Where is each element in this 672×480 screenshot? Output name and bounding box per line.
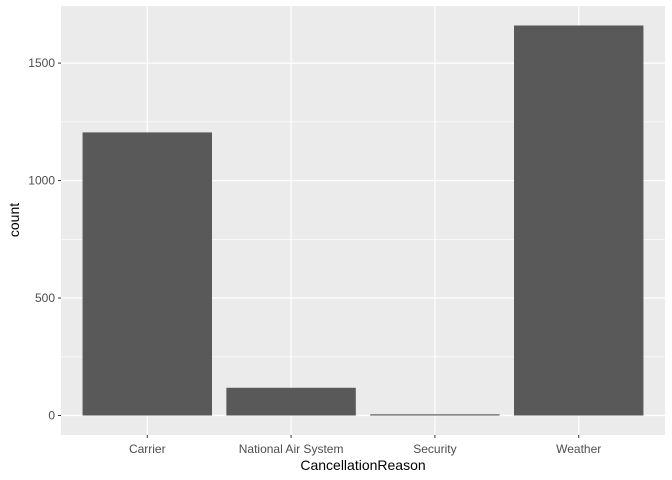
y-tick-label: 500 bbox=[35, 291, 55, 305]
x-tick-label: Weather bbox=[556, 442, 601, 456]
bar-weather bbox=[514, 25, 644, 416]
bar-national-air-system bbox=[226, 387, 356, 416]
y-tick-label: 1000 bbox=[28, 174, 55, 188]
bar-carrier bbox=[82, 132, 212, 416]
y-axis-ticks: 0 500 1000 1500 bbox=[28, 56, 61, 423]
y-axis-title: count bbox=[6, 203, 22, 237]
y-tick-label: 1500 bbox=[28, 56, 55, 70]
x-tick-label: National Air System bbox=[239, 442, 344, 456]
x-axis-ticks: Carrier National Air System Security Weathe… bbox=[129, 435, 601, 456]
x-tick-label: Security bbox=[413, 442, 456, 456]
x-axis-title: CancellationReason bbox=[300, 457, 425, 473]
y-tick-label: 0 bbox=[48, 409, 55, 423]
x-tick-label: Carrier bbox=[129, 442, 166, 456]
bar-security bbox=[370, 414, 500, 416]
bars bbox=[82, 25, 644, 416]
